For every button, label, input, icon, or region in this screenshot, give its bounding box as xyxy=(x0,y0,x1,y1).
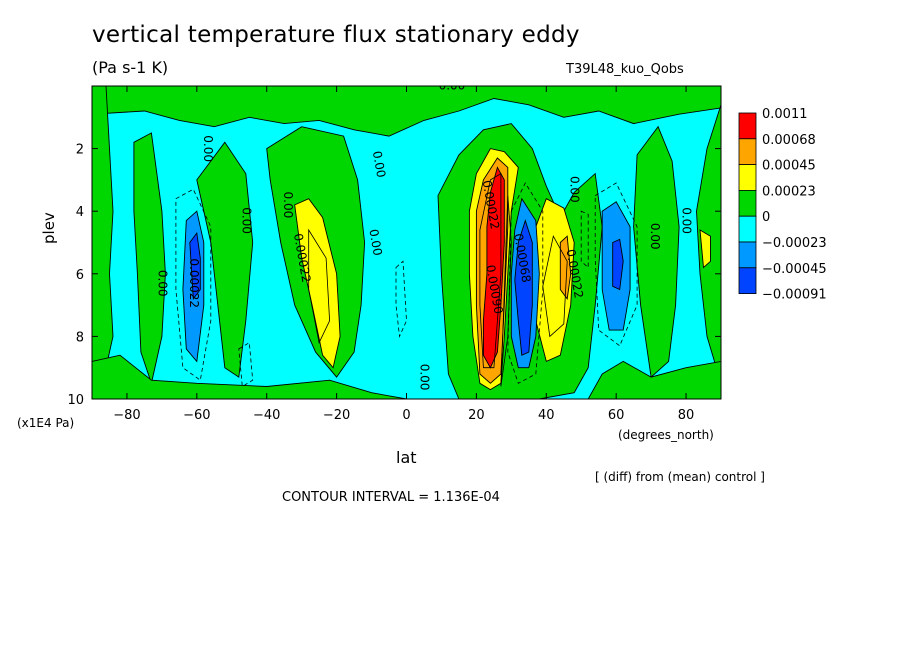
y-axis-units: (x1E4 Pa) xyxy=(17,416,75,430)
contour-line-nh-neg-outer xyxy=(507,182,544,384)
chart-title: vertical temperature flux stationary edd… xyxy=(92,22,580,48)
contour-label: 0.00 xyxy=(366,228,384,257)
contour-line-nh-neg-right xyxy=(594,182,638,347)
contour-region-blue-sh xyxy=(189,231,201,301)
contour-region-green-upper-band xyxy=(92,86,721,137)
legend-swatch xyxy=(738,215,757,243)
x-tick-label: −60 xyxy=(183,408,210,423)
contour-label: 0.00 xyxy=(281,192,295,219)
legend-swatch xyxy=(738,241,757,269)
legend-swatch xyxy=(738,164,757,191)
legend-label: −0.00023 xyxy=(762,236,827,251)
contour-region-yellow-sh xyxy=(294,198,341,369)
contour-region-orange-nh-right xyxy=(559,235,572,300)
x-tick-label: −40 xyxy=(253,408,280,423)
legend-label: 0 xyxy=(762,210,770,225)
contour-label: 0.00 xyxy=(680,207,694,234)
contour-region-green-bottom-right xyxy=(587,360,721,399)
contour-line-sh-yellow-inner xyxy=(308,228,331,344)
y-tick-label: 8 xyxy=(76,330,84,345)
contour-region-yellow-far-right xyxy=(699,229,711,269)
y-tick-label: 10 xyxy=(67,393,84,408)
contour-region-green-bottom-left xyxy=(92,354,407,399)
contour-line-sh-neg-bottom xyxy=(238,342,254,388)
contour-label: 0.00 xyxy=(370,150,388,179)
x-tick-label: −80 xyxy=(113,408,140,423)
contour-label: 0.00 xyxy=(439,79,466,93)
y-tick-label: 4 xyxy=(76,205,84,220)
legend-swatch xyxy=(738,189,757,217)
contour-line-sh-neg-outer xyxy=(175,188,212,381)
x-axis-units: (degrees_north) xyxy=(618,428,714,442)
legend-swatch xyxy=(738,112,757,140)
legend-label: 0.00068 xyxy=(762,133,816,148)
legend-swatch xyxy=(738,267,757,294)
x-axis-label: lat xyxy=(396,448,417,467)
x-tick-label: −20 xyxy=(323,408,350,423)
contour-label: 0.00 xyxy=(648,223,662,250)
x-tick-label: 40 xyxy=(538,408,555,423)
contour-label: 0.00 xyxy=(418,364,432,391)
contour-region-red-nh-core xyxy=(482,166,505,369)
contour-region-green-sh-ridge xyxy=(133,132,166,385)
contour-label: 0.00 xyxy=(568,176,582,203)
chart-units: (Pa s-1 K) xyxy=(92,58,169,77)
x-tick-label: 0 xyxy=(402,408,410,423)
y-tick-label: 6 xyxy=(76,268,84,283)
legend-label: −0.00091 xyxy=(762,288,827,303)
contour-label: 0.00 xyxy=(155,270,169,297)
y-tick-label: 2 xyxy=(76,143,84,158)
legend-label: 0.00023 xyxy=(762,184,816,199)
contour-label: 0.00 xyxy=(201,135,215,162)
contour-line-eq-neg xyxy=(395,260,407,338)
x-tick-label: 80 xyxy=(678,408,695,423)
contour-region-blue-nh-right xyxy=(612,238,624,291)
x-tick-label: 60 xyxy=(608,408,625,423)
contour-region-green-sh-mid xyxy=(196,141,254,378)
contour-line-nh-neg-mid xyxy=(580,210,589,269)
run-name: T39L48_kuo_Qobs xyxy=(566,62,684,77)
legend-label: 0.0011 xyxy=(762,107,808,122)
diff-note: [ (diff) from (mean) control ] xyxy=(595,470,765,484)
contour-interval: CONTOUR INTERVAL = 1.136E-04 xyxy=(282,490,500,505)
contour-line-nh-core-inner-1 xyxy=(479,172,502,369)
x-tick-label: 20 xyxy=(468,408,485,423)
legend-label: −0.00045 xyxy=(762,262,827,277)
contour-label: 0.00 xyxy=(239,207,253,234)
contour-line-nh-right-inner xyxy=(542,235,568,338)
contour-label: 0.00022 xyxy=(187,258,201,308)
legend-swatch xyxy=(738,138,757,166)
legend-label: 0.00045 xyxy=(762,159,816,174)
contour-region-blue-nh-core xyxy=(514,219,533,356)
